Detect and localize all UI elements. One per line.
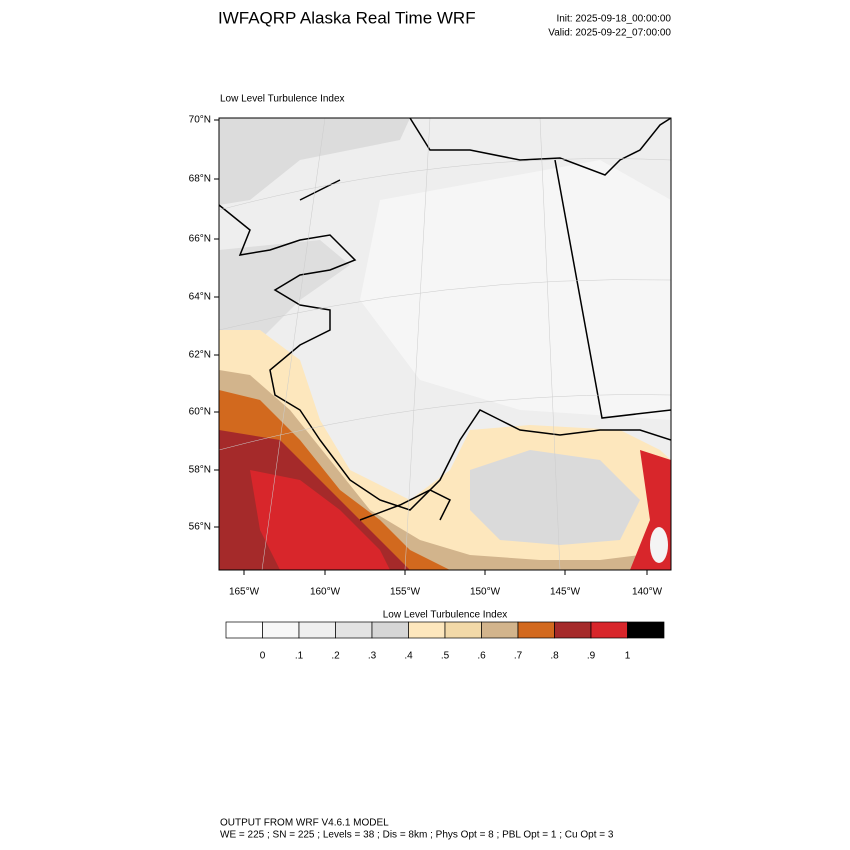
colorbar-box [335,621,373,639]
colorbar-box [371,621,409,639]
colorbar-box [554,621,592,639]
lon-label: 165°W [229,587,260,598]
footer-line: OUTPUT FROM WRF V4.6.1 MODEL [220,818,389,829]
lat-label: 70°N [189,115,211,126]
colorbar: 0 .1 .2 .3 .4 .5 .6 .7 .8 .9 1 [225,621,665,662]
colorbar-box [262,621,300,639]
lat-label: 64°N [189,292,211,303]
colorbar-label: 1 [625,651,631,662]
valid-time: Valid: 2025-09-22_07:00:00 [548,28,671,39]
colorbar-title: Low Level Turbulence Index [383,610,508,621]
colorbar-box [627,621,665,639]
init-time: Init: 2025-09-18_00:00:00 [556,14,671,25]
colorbar-box [298,621,336,639]
lon-label: 160°W [310,587,341,598]
lon-label: 145°W [550,587,581,598]
colorbar-box [590,621,628,639]
colorbar-box [444,621,482,639]
lon-label: 140°W [632,587,663,598]
lat-label: 58°N [189,465,211,476]
colorbar-box [481,621,519,639]
title: IWFAQRP Alaska Real Time WRF [218,8,476,27]
colorbar-label: 0 [260,651,266,662]
lat-label: 56°N [189,522,211,533]
colorbar-label: .4 [404,651,413,662]
colorbar-label: .8 [550,651,559,662]
lat-label: 68°N [189,174,211,185]
colorbar-label: .6 [477,651,486,662]
colorbar-box [517,621,555,639]
colorbar-box [225,621,263,639]
lon-label: 155°W [390,587,421,598]
colorbar-box [408,621,446,639]
lat-label: 60°N [189,407,211,418]
lon-label: 150°W [470,587,501,598]
colorbar-label: .1 [295,651,304,662]
colorbar-label: .2 [331,651,340,662]
footer-line: WE = 225 ; SN = 225 ; Levels = 38 ; Dis … [220,830,614,841]
map-field [219,118,671,570]
colorbar-label: .7 [514,651,523,662]
lat-label: 62°N [189,350,211,361]
colorbar-label: .9 [587,651,596,662]
colorbar-label: .5 [441,651,450,662]
map-frame [218,117,672,571]
map-title: Low Level Turbulence Index [220,94,345,105]
colorbar-label: .3 [368,651,377,662]
lat-label: 66°N [189,234,211,245]
